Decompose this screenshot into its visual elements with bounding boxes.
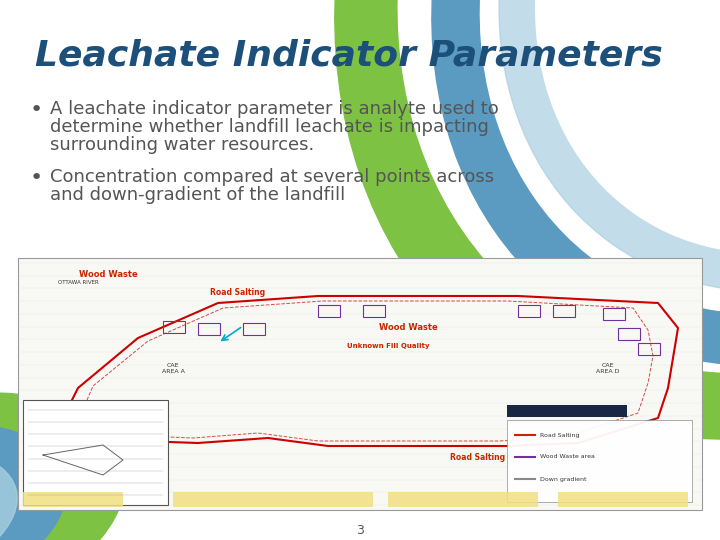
Bar [553,305,575,317]
Text: Wood Waste: Wood Waste [78,270,138,279]
Bar [23,400,168,505]
Text: Road Salting: Road Salting [451,453,505,462]
Ellipse shape [335,0,720,439]
Bar [198,323,220,335]
Bar [507,405,627,417]
Text: OTTAWA RIVER: OTTAWA RIVER [58,280,99,285]
Text: CAE
AREA A: CAE AREA A [161,363,184,374]
Bar [173,492,373,507]
Text: CAE
AREA D: CAE AREA D [596,363,620,374]
Text: determine whether landfill leachate is impacting: determine whether landfill leachate is i… [50,118,489,136]
Text: 3: 3 [356,523,364,537]
Text: Down gradient: Down gradient [540,476,587,482]
Text: •: • [30,100,43,120]
Bar [558,492,688,507]
Ellipse shape [480,0,720,313]
Ellipse shape [499,0,720,292]
Bar [518,305,540,317]
Bar [507,420,692,502]
Text: Wood Waste area: Wood Waste area [540,455,595,460]
Bar [618,328,640,340]
Text: •: • [30,168,43,188]
Text: and down-gradient of the landfill: and down-gradient of the landfill [50,186,346,204]
Bar [18,258,702,510]
Bar [243,323,265,335]
Text: Road Salting: Road Salting [540,433,580,437]
Text: Concentration compared at several points across: Concentration compared at several points… [50,168,494,186]
Ellipse shape [432,0,720,366]
Bar [363,305,385,317]
Ellipse shape [0,450,17,540]
Text: A leachate indicator parameter is analyte used to: A leachate indicator parameter is analyt… [50,100,499,118]
Bar [23,492,123,507]
Text: surrounding water resources.: surrounding water resources. [50,136,314,154]
Bar [163,321,185,333]
Ellipse shape [0,424,66,540]
Text: Road Salting: Road Salting [210,288,266,297]
Ellipse shape [0,393,126,540]
Bar [638,343,660,355]
Bar [318,305,340,317]
Ellipse shape [398,0,720,373]
Text: Wood Waste: Wood Waste [379,323,437,332]
Bar [388,492,538,507]
Text: Leachate Indicator Parameters: Leachate Indicator Parameters [35,38,662,72]
Ellipse shape [536,0,720,253]
Bar [603,308,625,320]
Text: Unknown Fill Quality: Unknown Fill Quality [347,343,429,349]
